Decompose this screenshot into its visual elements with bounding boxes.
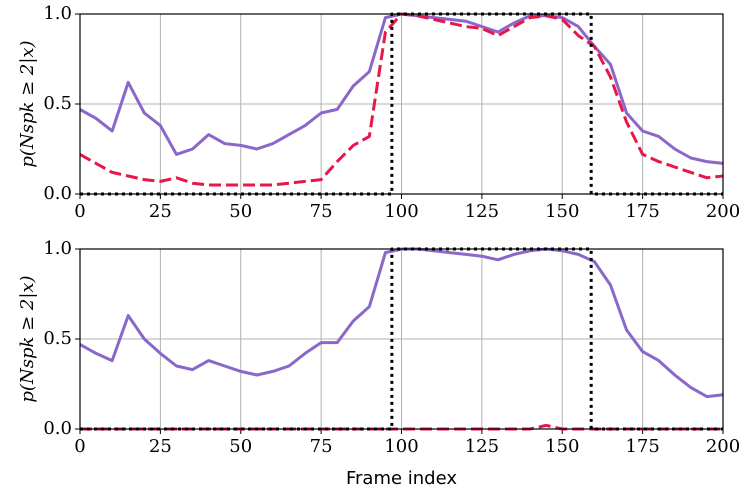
x-tick-label: 125 <box>465 201 499 222</box>
x-axis-label: Frame index <box>346 468 457 489</box>
y-tick-label: 0.0 <box>43 418 72 439</box>
x-tick-label: 0 <box>74 201 85 222</box>
x-tick-label: 150 <box>545 201 579 222</box>
x-tick-label: 125 <box>465 436 499 457</box>
x-tick-label: 175 <box>625 436 659 457</box>
x-tick-label: 150 <box>545 436 579 457</box>
y-tick-label: 0.5 <box>43 93 72 114</box>
plot-frame <box>79 13 724 195</box>
x-tick-label: 75 <box>310 436 333 457</box>
x-tick-label: 200 <box>706 436 740 457</box>
x-tick-label: 100 <box>384 201 418 222</box>
x-tick-label: 0 <box>74 436 85 457</box>
y-axis-label: p(Nspk ≥ 2|x) <box>17 275 38 402</box>
x-tick-label: 75 <box>310 201 333 222</box>
x-tick-label: 25 <box>149 436 172 457</box>
y-tick-label: 1.0 <box>43 3 72 24</box>
y-tick-label: 0.5 <box>43 328 72 349</box>
y-axis-label: p(Nspk ≥ 2|x) <box>17 40 38 167</box>
plot-frame <box>79 248 724 430</box>
x-tick-label: 50 <box>229 201 252 222</box>
x-tick-label: 25 <box>149 201 172 222</box>
x-tick-label: 175 <box>625 201 659 222</box>
x-tick-label: 50 <box>229 436 252 457</box>
x-tick-label: 100 <box>384 436 418 457</box>
x-tick-label: 200 <box>706 201 740 222</box>
y-tick-label: 0.0 <box>43 183 72 204</box>
y-tick-label: 1.0 <box>43 238 72 259</box>
